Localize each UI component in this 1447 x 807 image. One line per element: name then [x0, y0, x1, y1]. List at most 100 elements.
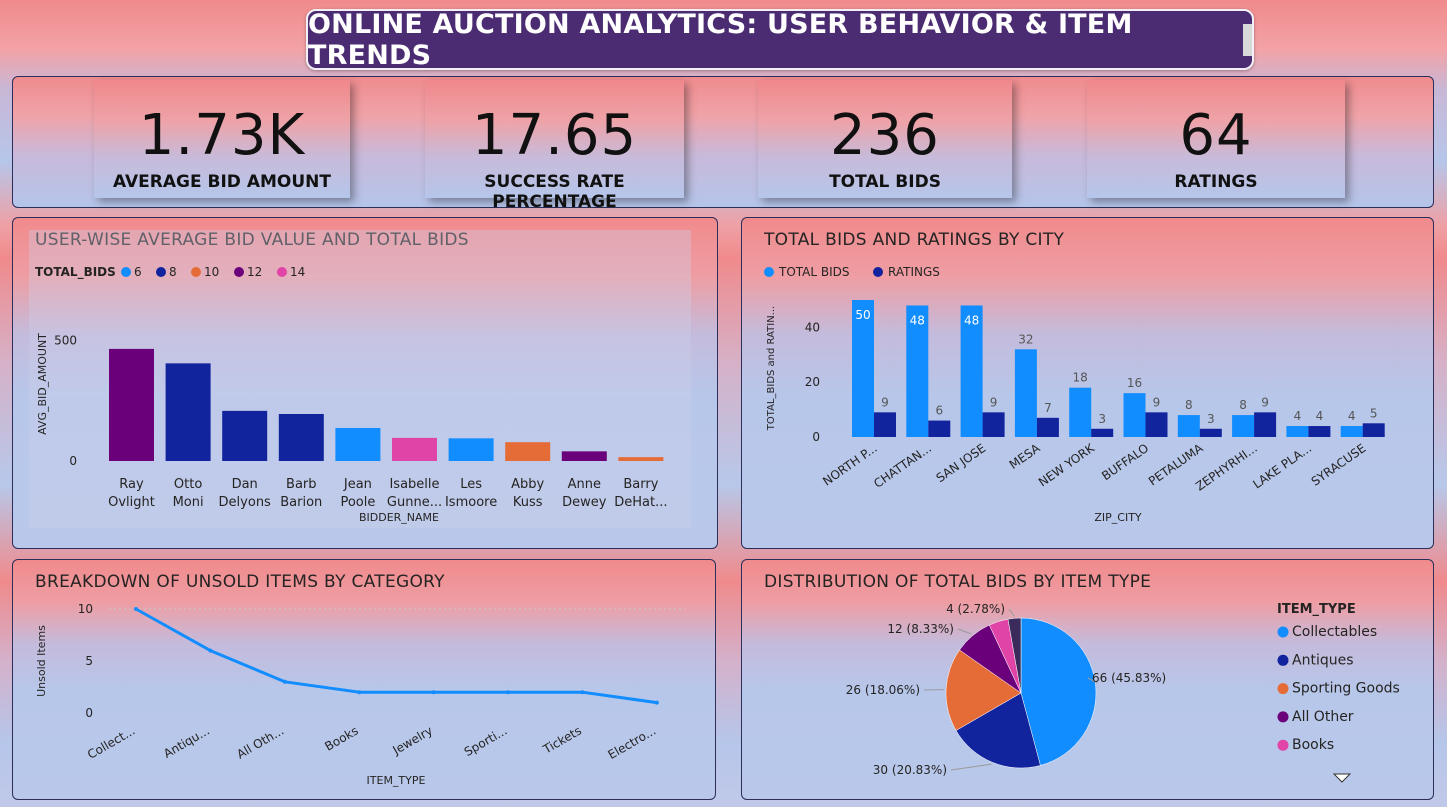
- line-point: [506, 690, 510, 695]
- pie-slice: [945, 649, 1022, 731]
- bar: [1091, 428, 1114, 437]
- bar: [982, 412, 1005, 437]
- y-tick-label: 20: [805, 375, 820, 389]
- legend-marker: [191, 267, 201, 277]
- item-type-panel[interactable]: DISTRIBUTION OF TOTAL BIDS BY ITEM TYPE …: [741, 559, 1434, 800]
- x-tick-label: Ovlight: [108, 495, 155, 510]
- legend-marker: [156, 267, 166, 277]
- bar: [392, 437, 437, 461]
- legend-marker: [234, 267, 244, 277]
- bar: [618, 457, 664, 461]
- kpi-label: SUCCESS RATE PERCENTAGE: [484, 172, 625, 212]
- data-label: 66 (45.83%): [1092, 671, 1166, 685]
- line-point: [580, 690, 585, 695]
- kpi-value: 64: [1179, 103, 1253, 168]
- y-tick-label: 0: [69, 454, 77, 468]
- bar: [906, 305, 929, 437]
- bar: [960, 305, 983, 437]
- kpi-label: RATINGS: [1174, 172, 1258, 192]
- bar: [1036, 417, 1059, 437]
- data-label: 4: [1316, 409, 1324, 423]
- bar: [1308, 426, 1331, 437]
- data-label: 3: [1098, 412, 1106, 426]
- legend-marker: [1277, 711, 1289, 723]
- kpi-card-average-bid[interactable]: 1.73K AVERAGE BID AMOUNT: [94, 80, 350, 198]
- bar: [928, 420, 951, 437]
- x-tick-label: Isabelle: [389, 477, 439, 492]
- y-tick-label: 0: [85, 706, 93, 720]
- x-tick-label: Moni: [173, 495, 204, 510]
- bar: [1123, 393, 1146, 437]
- item-type-pie-chart: 66 (45.83%) 30 (20.83%) 26 (18.06%) 12 (8.3…: [846, 602, 1400, 783]
- x-tick-label: LAKE PLA...: [1250, 441, 1314, 492]
- data-label: 8: [1185, 398, 1193, 412]
- y-tick-label: 500: [54, 333, 77, 347]
- x-tick-label: Collect...: [85, 723, 137, 761]
- unsold-items-panel[interactable]: BREAKDOWN OF UNSOLD ITEMS BY CATEGORY Un…: [12, 559, 716, 800]
- x-tick-label: Tickets: [540, 723, 584, 757]
- x-tick-label: Sporti...: [462, 723, 510, 759]
- data-label: 30 (20.83%): [873, 763, 947, 777]
- x-tick-label: CHATTAN...: [871, 441, 934, 491]
- x-axis-title: BIDDER_NAME: [359, 511, 439, 524]
- bar: [278, 413, 324, 461]
- kpi-card-ratings[interactable]: 64 RATINGS: [1087, 80, 1345, 198]
- x-tick-label: Jewelry: [390, 723, 436, 757]
- kpi-card-success-rate[interactable]: 17.65 SUCCESS RATE PERCENTAGE: [425, 80, 684, 212]
- bar: [505, 442, 551, 461]
- legend-marker: [121, 267, 131, 277]
- user-bids-chart: TOTAL_BIDS 6 8 10 12 14 AVG_BID_AMOUNT 500 0 Ray O…: [29, 230, 691, 528]
- legend-label: 12: [247, 265, 262, 279]
- data-label: 7: [1044, 401, 1052, 415]
- bar: [1340, 426, 1363, 437]
- pie-slice: [955, 692, 1041, 769]
- x-axis-title: ZIP_CITY: [1094, 511, 1142, 524]
- data-label: 9: [990, 395, 998, 409]
- x-tick-label: All Oth...: [234, 723, 286, 761]
- bar: [1286, 426, 1309, 437]
- y-tick-label: 10: [78, 602, 93, 616]
- legend-scroll-down-icon[interactable]: [1332, 773, 1352, 783]
- y-axis-title: AVG_BID_AMOUNT: [36, 333, 49, 435]
- line-point: [282, 679, 287, 684]
- bar: [335, 427, 381, 461]
- x-tick-label: Kuss: [513, 495, 543, 510]
- city-bids-panel[interactable]: TOTAL BIDS AND RATINGS BY CITY TOTAL BID…: [741, 217, 1434, 549]
- x-tick-label: Electro...: [606, 723, 659, 762]
- legend-label: 10: [204, 265, 219, 279]
- legend-title: TOTAL_BIDS: [35, 265, 116, 280]
- legend-title: ITEM_TYPE: [1277, 602, 1356, 617]
- y-tick-label: 40: [805, 320, 820, 334]
- data-label: 48: [964, 313, 979, 327]
- data-label: 26 (18.06%): [846, 683, 920, 697]
- legend-label: 8: [169, 265, 177, 279]
- kpi-card-total-bids[interactable]: 236 TOTAL BIDS: [758, 80, 1012, 198]
- user-bids-panel[interactable]: USER-WISE AVERAGE BID VALUE AND TOTAL BI…: [12, 217, 718, 549]
- x-tick-label: Dan: [232, 477, 258, 492]
- bar: [1177, 415, 1200, 437]
- kpi-value: 17.65: [471, 103, 638, 168]
- x-tick-label: Abby: [511, 477, 544, 492]
- x-tick-label: SYRACUSE: [1309, 441, 1369, 489]
- x-tick-label: MESA: [1007, 441, 1044, 472]
- bar: [109, 348, 154, 461]
- unsold-line: [135, 607, 658, 705]
- x-tick-label: SAN JOSE: [934, 441, 989, 485]
- line-point: [654, 700, 659, 705]
- bar: [874, 412, 896, 437]
- line-point: [208, 648, 213, 653]
- bar: [448, 438, 494, 461]
- x-tick-label: Les: [460, 477, 482, 492]
- leader-line: [950, 763, 992, 771]
- y-tick-label: 5: [85, 654, 93, 668]
- x-tick-label: Dewey: [562, 495, 607, 510]
- x-tick-label: Gunne...: [387, 495, 442, 510]
- leader-line: [957, 628, 972, 635]
- data-label: 9: [1153, 395, 1161, 409]
- data-label: 4 (2.78%): [946, 602, 1005, 616]
- chart-title: USER-WISE AVERAGE BID VALUE AND TOTAL BI…: [35, 230, 469, 250]
- data-label: 48: [910, 313, 925, 327]
- x-tick-label: ZEPHYRHI...: [1193, 441, 1260, 494]
- legend-marker: [873, 267, 883, 277]
- x-tick-label: Books: [322, 723, 360, 753]
